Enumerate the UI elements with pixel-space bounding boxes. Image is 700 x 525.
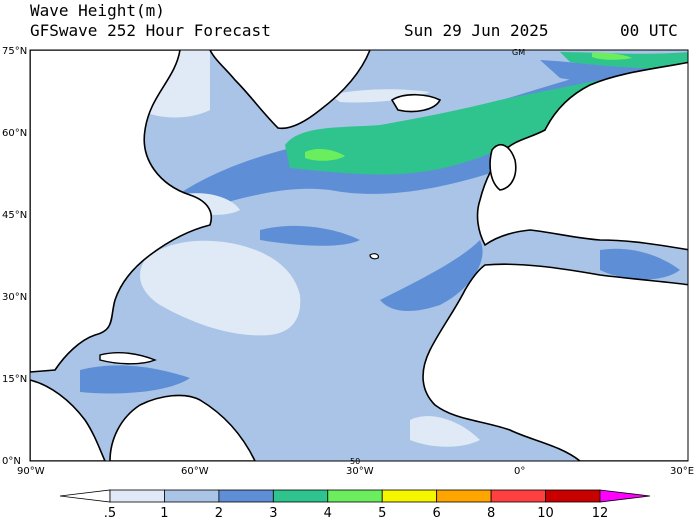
colorbar-cell	[490, 489, 546, 503]
lon-tick-label: 30°E	[670, 466, 694, 477]
map-frame	[29, 49, 689, 462]
colorbar-cell	[272, 489, 329, 503]
colorbar-cell	[164, 489, 220, 503]
land-africa	[422, 263, 688, 461]
land-central-america	[30, 379, 106, 461]
colorbar: .5 1 2 3 4 5 6 8 10 12	[59, 489, 651, 521]
lat-tick-label: 15°N	[2, 374, 27, 385]
colorbar-cell	[381, 489, 438, 503]
land-south-america	[109, 394, 256, 461]
lat-tick-label: 45°N	[2, 210, 27, 221]
land-europe	[476, 61, 688, 251]
lon-tick-label: 90°W	[17, 466, 45, 477]
colorbar-cell	[545, 489, 601, 503]
lat-tick-label: 30°N	[2, 292, 27, 303]
lat-tick-label: 0°N	[2, 456, 21, 467]
colorbar-label: 10	[537, 506, 554, 521]
lat-tick-label: 75°N	[2, 46, 27, 57]
forecast-time: 00 UTC	[620, 21, 678, 40]
colorbar-label: 3	[269, 506, 277, 521]
wave-band-4-5-northeast	[592, 52, 632, 60]
forecast-subtitle: GFSwave 252 Hour Forecast	[30, 21, 271, 40]
grid-marker-50: 50	[350, 457, 360, 466]
colorbar-label: 6	[433, 506, 441, 521]
wave-band-2-3-caribbean	[80, 365, 190, 394]
colorbar-cell	[218, 489, 274, 503]
wave-band-05-1-nordic	[330, 89, 430, 103]
colorbar-cell-low	[59, 489, 111, 503]
colorbar-cell	[109, 489, 165, 503]
lon-tick-label: 30°W	[346, 466, 374, 477]
land-iceland	[390, 93, 442, 113]
colorbar-label: 5	[378, 506, 386, 521]
colorbar-label: .5	[104, 506, 116, 521]
wave-band-2-3-midatlantic	[260, 225, 360, 246]
colorbar-label: 1	[160, 506, 168, 521]
map-layers	[30, 50, 688, 461]
land-azores	[369, 253, 380, 260]
grid-marker-gm: GM	[512, 48, 525, 57]
longitude-ticks: 90°W 60°W 30°W 0° 30°E	[17, 466, 694, 477]
colorbar-label: 2	[215, 506, 223, 521]
map-title: Wave Height(m)	[30, 1, 165, 20]
wave-band-2-3-mediterranean	[600, 248, 680, 280]
colorbar-cell	[327, 489, 383, 503]
wave-band-4-5	[305, 149, 345, 161]
wave-band-3-4	[285, 80, 600, 175]
land-greenland	[209, 50, 371, 130]
wave-band-05-1-subtropical	[140, 240, 301, 336]
lon-tick-label: 0°	[514, 466, 525, 477]
wave-band-05-1-westafrica	[410, 416, 480, 447]
land-north-america	[30, 50, 212, 373]
forecast-date: Sun 29 Jun 2025	[404, 21, 549, 40]
land-cuba	[99, 352, 157, 365]
lat-tick-label: 60°N	[2, 128, 27, 139]
colorbar-cell	[436, 489, 492, 503]
colorbar-label: 8	[487, 506, 495, 521]
latitude-ticks: 0°N 15°N 30°N 45°N 60°N 75°N	[2, 46, 27, 467]
colorbar-label: 4	[324, 506, 332, 521]
colorbar-cell-high	[599, 489, 651, 503]
colorbar-label: 12	[592, 506, 609, 521]
land-britain	[489, 144, 517, 191]
lon-tick-label: 60°W	[181, 466, 209, 477]
wave-band-2-3-iberia	[380, 240, 483, 312]
